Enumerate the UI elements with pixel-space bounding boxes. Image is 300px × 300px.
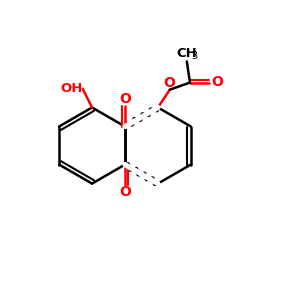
Text: O: O <box>163 76 175 90</box>
Text: O: O <box>119 92 131 106</box>
Text: CH: CH <box>176 47 197 61</box>
Text: O: O <box>211 75 223 89</box>
Text: OH: OH <box>60 82 82 95</box>
Text: 3: 3 <box>192 51 198 61</box>
Text: O: O <box>119 185 131 199</box>
